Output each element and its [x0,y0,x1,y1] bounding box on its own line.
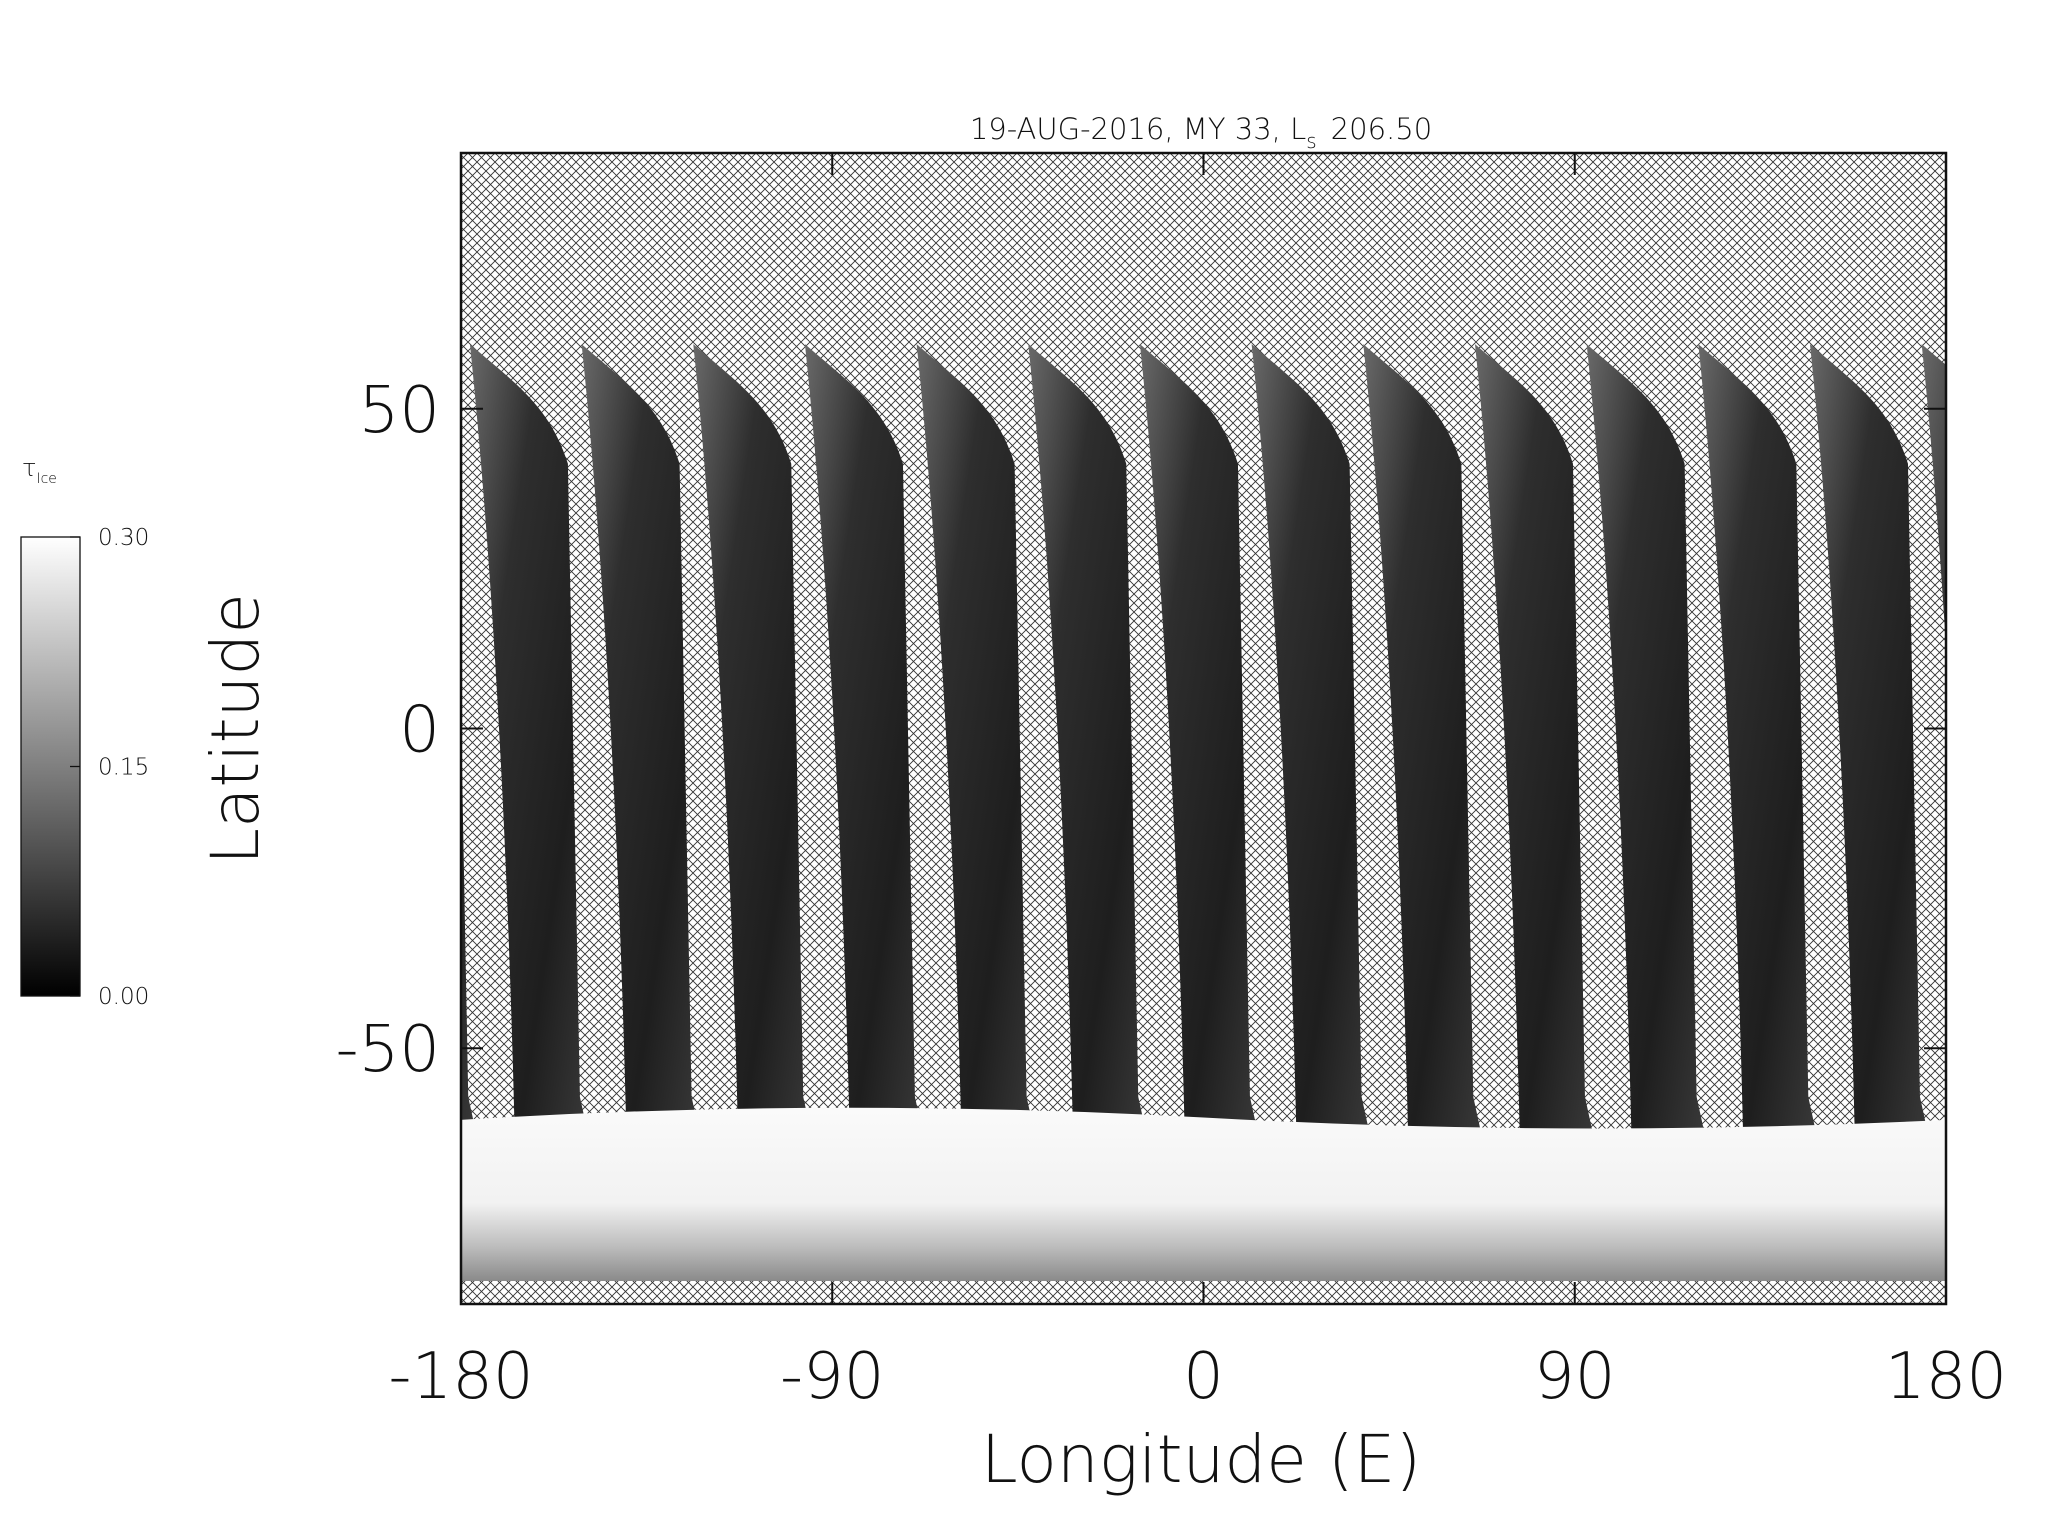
observation-swath [1474,344,1595,1143]
observation-swath [1586,344,1707,1143]
chart-title: 19-AUG-2016, MY 33, Ls 206.50 [970,112,1432,153]
polar-region [461,1107,1946,1281]
colorbar-label-main: τ [22,454,36,482]
title-text: 19-AUG-2016, MY 33, L [970,112,1306,146]
title-sub: s [1306,129,1316,153]
observation-swath [1251,344,1372,1143]
x-tick-label: 90 [1534,1340,1615,1414]
colorbar-label-sub: Ice [36,471,56,487]
observation-swath [916,344,1037,1143]
x-tick-label: -180 [388,1340,533,1414]
title-tail: 206.50 [1331,112,1432,146]
plot-area [461,153,1946,1304]
observation-swath [804,344,925,1143]
x-tick-label: 0 [1183,1340,1224,1414]
observation-swath [581,344,702,1143]
y-axis-label: Latitude [197,593,274,865]
colorbar-tick-label: 0.30 [98,525,149,551]
observation-swath [469,344,590,1143]
observation-swath [1809,344,1930,1143]
observation-swath [1698,344,1819,1143]
y-tick-label: 50 [359,374,440,448]
y-tick-label: -50 [335,1013,440,1087]
colorbar-tick-label: 0.00 [98,984,149,1010]
x-tick-label: -90 [780,1340,885,1414]
y-tick-label: 0 [399,694,440,768]
colorbar-label: τIce [22,454,57,487]
x-tick-label: 180 [1885,1340,2007,1414]
observation-swath [1028,344,1149,1143]
colorbar-tick-label: 0.15 [98,755,149,781]
observation-swath [1363,344,1484,1143]
observation-swath [461,714,479,1143]
observation-swath [693,344,814,1143]
observation-swath [1139,344,1260,1143]
x-axis-label: Longitude (E) [981,1421,1421,1498]
observation-swath [1921,344,1946,647]
